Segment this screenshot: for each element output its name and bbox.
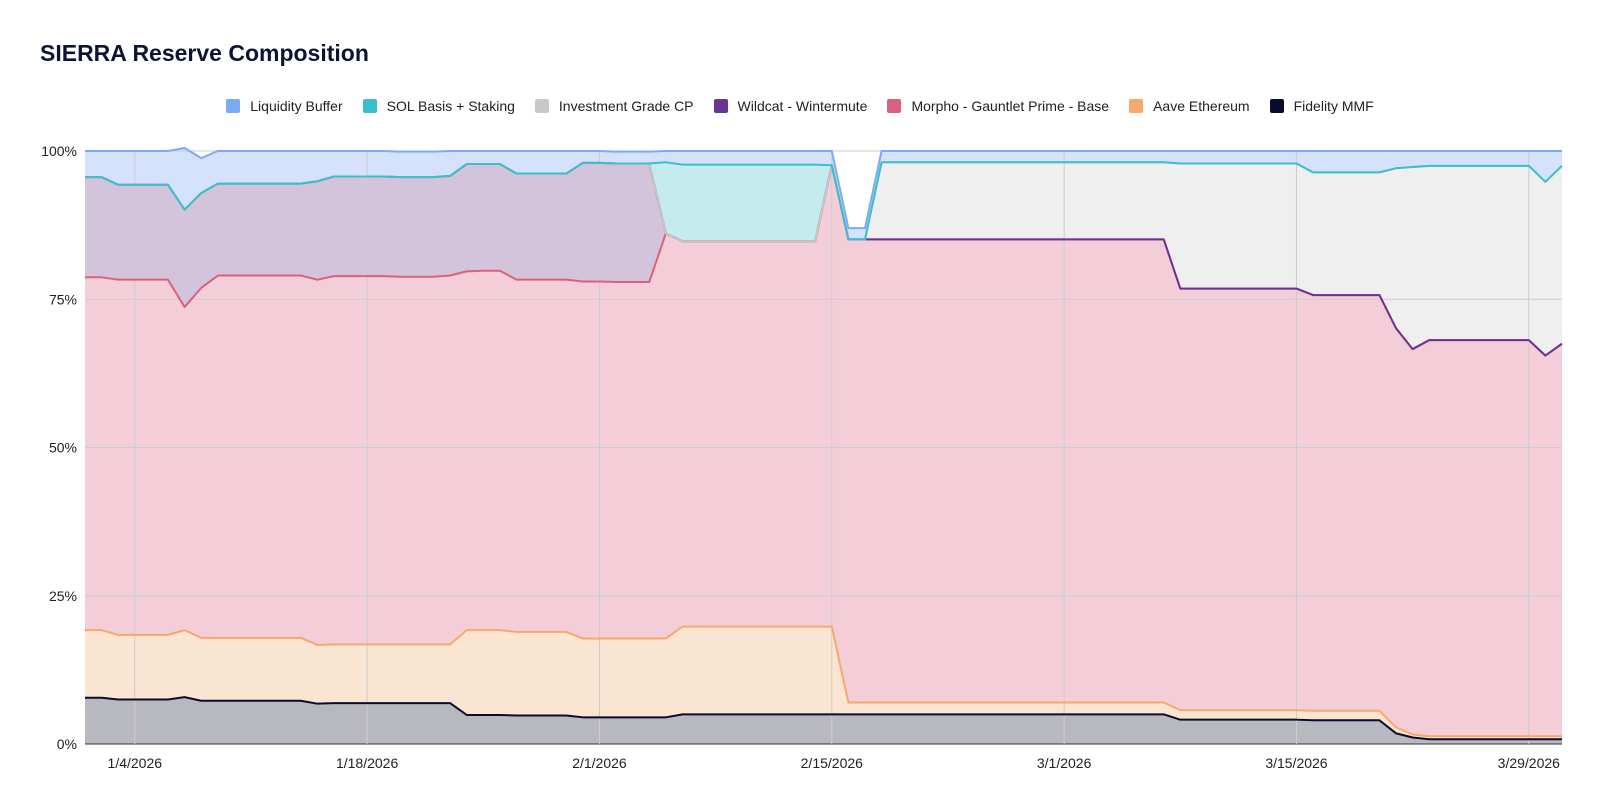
legend-swatch	[887, 99, 902, 113]
x-tick-label: 3/29/2026	[1498, 755, 1560, 771]
area-fills	[85, 148, 1562, 744]
y-tick-label: 0%	[57, 736, 77, 752]
area-liquidity-buffer	[85, 148, 1562, 240]
x-tick-label: 3/15/2026	[1265, 755, 1327, 771]
x-tick-label: 1/4/2026	[108, 755, 163, 771]
y-tick-label: 25%	[49, 588, 77, 604]
y-tick-label: 50%	[49, 440, 77, 456]
x-tick-label: 1/18/2026	[336, 755, 398, 771]
legend-label: Wildcat - Wintermute	[737, 98, 868, 114]
legend-item-investment-grade-cp[interactable]: Investment Grade CP	[534, 98, 694, 114]
legend-swatch	[1269, 99, 1284, 113]
legend-item-morpho-gauntlet-prime-base[interactable]: Morpho - Gauntlet Prime - Base	[887, 98, 1109, 114]
legend-item-liquidity-buffer[interactable]: Liquidity Buffer	[226, 98, 343, 114]
legend-swatch	[362, 99, 377, 113]
line-liquidity-buffer	[85, 147, 1562, 230]
line-fidelity-mmf	[85, 696, 1562, 741]
legend-item-aave-ethereum[interactable]: Aave Ethereum	[1129, 98, 1250, 114]
area-investment-grade-cp	[85, 162, 1562, 356]
legend-label: Morpho - Gauntlet Prime - Base	[911, 98, 1110, 114]
area-fidelity-mmf	[85, 697, 1562, 744]
legend-label: SOL Basis + Staking	[386, 98, 515, 114]
axis-labels: 0% 25% 50% 75% 100% 1/4/2026 1/18/2026 2/1/2026…	[41, 143, 1560, 771]
x-tick-label: 3/1/2026	[1037, 755, 1092, 771]
legend-swatch	[1129, 99, 1144, 113]
y-tick-label: 100%	[41, 143, 77, 159]
line-aave-ethereum	[85, 625, 1562, 738]
legend-swatch	[534, 99, 549, 113]
chart-title: SIERRA Reserve Composition	[40, 40, 369, 66]
legend-item-sol-basis-staking[interactable]: SOL Basis + Staking	[362, 98, 515, 114]
legend-item-wildcat-wintermute[interactable]: Wildcat - Wintermute	[713, 98, 868, 114]
legend-label: Investment Grade CP	[558, 98, 694, 114]
y-tick-label: 75%	[49, 291, 77, 307]
legend-item-fidelity-mmf[interactable]: Fidelity MMF	[1269, 98, 1374, 114]
chart-legend: Liquidity Buffer SOL Basis + Staking Inves…	[0, 94, 1600, 118]
legend-label: Fidelity MMF	[1293, 98, 1374, 114]
legend-label: Liquidity Buffer	[250, 98, 343, 114]
x-tick-label: 2/1/2026	[572, 755, 627, 771]
x-tick-label: 2/15/2026	[801, 755, 863, 771]
area-wildcat-wintermute	[85, 162, 1562, 356]
legend-swatch	[226, 99, 241, 113]
area-morpho-gauntlet-prime-base	[85, 165, 1562, 737]
legend-swatch	[713, 99, 728, 113]
series-lines	[85, 147, 1563, 741]
line-sol-basis-staking	[85, 161, 1563, 241]
legend-label: Aave Ethereum	[1153, 98, 1250, 114]
